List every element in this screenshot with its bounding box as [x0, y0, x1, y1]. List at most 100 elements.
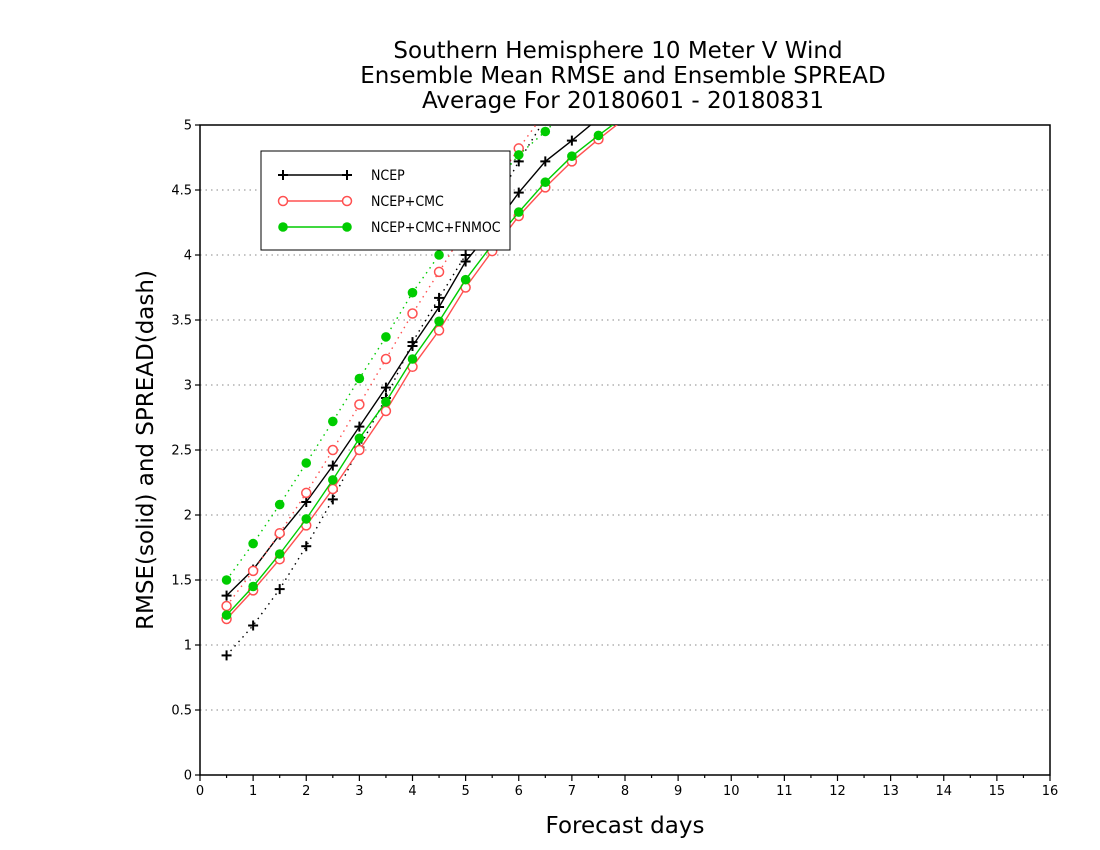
x-tick-label: 2: [302, 784, 310, 799]
legend: NCEP NCEP+CMC NCEP+CMC+FNMOC: [260, 150, 511, 251]
y-tick-label: 1.5: [171, 574, 192, 589]
legend-label-ncep-cmc: NCEP+CMC: [371, 194, 444, 210]
x-tick-label: 4: [408, 784, 416, 799]
data-point-ncep-cmc-spread: [301, 487, 312, 499]
series-line-ncep-cmc-fnmoc-rmse: [226, 125, 614, 616]
data-point-ncep-cmc-spread: [354, 399, 365, 410]
x-tick-label: 13: [882, 784, 899, 799]
data-point-ncep-cmc-spread: [380, 353, 392, 365]
data-point-ncep-spread: [327, 494, 338, 505]
data-point-ncep-rmse: [513, 187, 524, 198]
data-point-ncep-cmc-rmse: [354, 444, 365, 456]
x-tick-label: 15: [989, 784, 1006, 799]
data-point-ncep-cmc-rmse: [621, 114, 630, 123]
data-point-ncep-cmc-fnmoc-rmse: [434, 316, 444, 327]
data-point-ncep-cmc-fnmoc-rmse: [513, 207, 524, 217]
x-axis-label: Forecast days: [546, 813, 705, 839]
data-point-ncep-cmc-fnmoc-rmse: [540, 177, 551, 187]
data-point-ncep-cmc-spread: [407, 308, 418, 319]
series-line-ncep-spread: [226, 125, 543, 656]
data-point-ncep-cmc-fnmoc-rmse: [354, 433, 365, 444]
data-point-ncep-cmc-spread: [247, 565, 259, 577]
data-point-ncep-rmse: [566, 135, 577, 146]
data-point-ncep-cmc-fnmoc-rmse: [328, 475, 338, 485]
data-point-ncep-spread: [248, 620, 259, 631]
y-tick-label: 5: [184, 119, 192, 134]
data-point-ncep-cmc-fnmoc-rmse: [593, 130, 604, 141]
legend-marker-ncep: [342, 170, 352, 180]
data-point-ncep-spread: [301, 541, 312, 552]
series-line-ncep-cmc-rmse: [226, 125, 618, 620]
data-point-ncep-spread: [274, 584, 285, 595]
y-tick-label: 4: [184, 249, 192, 264]
data-point-ncep-cmc-fnmoc-rmse: [248, 581, 258, 592]
data-point-ncep-rmse: [434, 302, 445, 312]
legend-marker-ncep-cmc-fnmoc: [278, 222, 288, 232]
data-point-ncep-cmc-fnmoc-rmse: [460, 274, 471, 285]
data-point-ncep-spread: [434, 292, 445, 303]
data-point-ncep-cmc-fnmoc-spread: [381, 332, 391, 342]
series-layer: [221, 23, 630, 661]
y-axis-label: RMSE(solid) and SPREAD(dash): [133, 270, 159, 630]
x-tick-label: 8: [621, 784, 629, 799]
data-point-ncep-spread: [620, 23, 630, 33]
data-point-ncep-cmc-fnmoc-spread: [513, 150, 524, 160]
data-point-ncep-cmc-fnmoc-spread: [540, 126, 551, 137]
data-point-ncep-cmc-fnmoc-rmse: [381, 397, 391, 407]
y-tick-label: 2: [184, 509, 192, 524]
data-point-ncep-rmse: [327, 460, 338, 471]
y-tick-label: 3.5: [171, 314, 192, 329]
data-point-ncep-cmc-fnmoc-rmse: [274, 549, 285, 559]
x-tick-label: 11: [776, 784, 793, 799]
x-tick-label: 9: [674, 784, 682, 799]
data-point-ncep-cmc-rmse: [433, 325, 445, 336]
y-tick-label: 1: [184, 639, 192, 654]
legend-marker-ncep-cmc-fnmoc: [342, 222, 352, 232]
x-tick-label: 7: [568, 784, 576, 799]
y-axis: 0 0.5 1 1.5 2 2.5 3 3.5 4 4.5 5: [171, 119, 200, 784]
x-tick-label: 16: [1042, 784, 1059, 799]
data-point-ncep-rmse: [301, 497, 312, 507]
data-point-ncep-cmc-fnmoc-spread: [434, 250, 444, 260]
data-point-ncep-cmc-fnmoc-spread: [407, 287, 418, 298]
data-point-ncep-cmc-fnmoc-spread: [248, 538, 258, 549]
x-tick-label: 6: [515, 784, 523, 799]
data-point-ncep-cmc-spread: [274, 527, 285, 539]
x-tick-label: 10: [723, 784, 740, 799]
legend-label-ncep: NCEP: [371, 168, 405, 184]
data-point-ncep-rmse: [540, 156, 551, 167]
data-point-ncep-rmse: [460, 256, 471, 267]
chart-title-line-3: Average For 20180601 - 20180831: [422, 88, 824, 114]
data-point-ncep-cmc-fnmoc-spread: [221, 575, 232, 585]
chart-title-line-2: Ensemble Mean RMSE and Ensemble SPREAD: [360, 63, 885, 89]
data-point-ncep-cmc-fnmoc-spread: [354, 373, 365, 384]
data-point-ncep-cmc-fnmoc-rmse: [407, 354, 418, 364]
legend-label-ncep-cmc-fnmoc: NCEP+CMC+FNMOC: [371, 220, 501, 236]
data-point-ncep-rmse: [593, 114, 603, 124]
data-point-ncep-rmse: [407, 341, 418, 351]
chart-title-line-1: Southern Hemisphere 10 Meter V Wind: [393, 38, 842, 64]
legend-marker-ncep-cmc: [277, 195, 289, 207]
legend-marker-ncep: [278, 170, 288, 180]
data-point-ncep-cmc-spread: [221, 600, 232, 612]
y-tick-label: 2.5: [171, 444, 192, 459]
data-point-ncep-cmc-fnmoc-spread: [274, 499, 285, 510]
grid-lines: [200, 189, 1050, 711]
x-tick-label: 0: [196, 784, 204, 799]
series-line-ncep-cmc-fnmoc-spread: [226, 125, 553, 581]
data-point-ncep-cmc-spread: [327, 444, 339, 456]
data-point-ncep-cmc-spread: [433, 266, 445, 278]
x-axis: 0 1 2 3 4 5 6 7 8 9 10 11 12 13 14 15 16: [196, 775, 1058, 799]
data-point-ncep-cmc-fnmoc-spread: [328, 416, 338, 427]
x-tick-label: 1: [249, 784, 257, 799]
data-point-ncep-rmse: [354, 421, 365, 432]
series-line-ncep-cmc-spread: [226, 125, 537, 607]
data-point-ncep-spread: [540, 114, 550, 124]
data-point-ncep-cmc-fnmoc-rmse: [567, 151, 577, 161]
series-line-ncep-rmse: [226, 125, 592, 597]
x-tick-label: 12: [829, 784, 846, 799]
x-tick-label: 5: [461, 784, 469, 799]
data-point-ncep-cmc-spread: [621, 23, 630, 32]
data-point-ncep-spread: [221, 650, 232, 661]
